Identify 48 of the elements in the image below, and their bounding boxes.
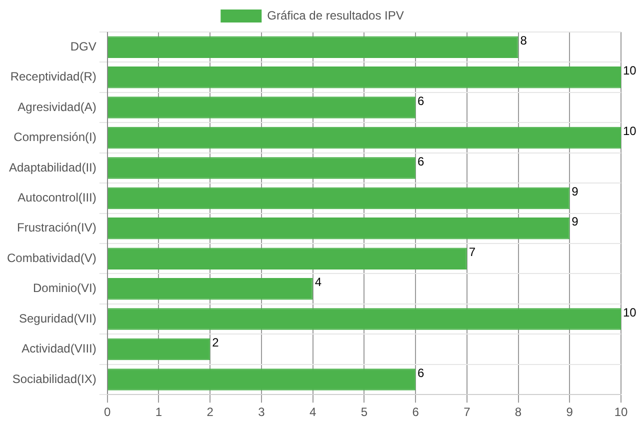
data-label: 7 [468, 244, 476, 259]
bar [108, 187, 570, 210]
y-tick-label: Autocontrol(III) [18, 190, 96, 205]
x-tick-label: 5 [360, 405, 368, 420]
x-tick-label: 6 [412, 405, 420, 420]
y-tick-label: Adaptabilidad(II) [8, 160, 96, 174]
x-tick-label: 1 [155, 405, 162, 420]
y-tick-label: Frustración(IV) [17, 220, 96, 235]
y-tick-label: Receptividad(R) [10, 70, 96, 84]
bar [108, 36, 518, 58]
y-tick-label: DGV [70, 39, 96, 54]
x-tick-label: 8 [514, 405, 522, 420]
y-tick-label: Comprensión(I) [14, 130, 96, 144]
data-label: 10 [623, 124, 637, 138]
x-tick-label: 4 [309, 405, 316, 420]
bar [108, 218, 570, 240]
y-tick-label: Sociabilidad(IX) [12, 372, 96, 386]
data-label: 9 [572, 184, 579, 199]
bar [108, 368, 416, 390]
y-tick-label: Seguridad(VII) [18, 311, 96, 326]
x-tick-label: 9 [566, 405, 574, 420]
y-tick-label: Agresividad(A) [18, 100, 96, 114]
legend-label: Gráfica de resultados IPV [267, 8, 404, 22]
data-label: 9 [572, 214, 579, 229]
y-tick-label: Dominio(VI) [33, 281, 96, 296]
x-tick-label: 7 [464, 405, 471, 420]
y-tick-label: Combatividad(V) [6, 250, 96, 265]
data-label: 2 [212, 336, 220, 350]
bar [108, 278, 313, 300]
x-tick-label: 2 [206, 405, 214, 420]
bar [108, 308, 621, 330]
bar [108, 157, 416, 179]
x-tick-label: 0 [104, 405, 112, 420]
data-label: 8 [520, 33, 528, 48]
data-label: 6 [418, 94, 425, 108]
data-label: 4 [314, 275, 322, 290]
data-label: 6 [418, 154, 425, 168]
x-tick-label: 10 [614, 405, 628, 420]
bar [108, 338, 210, 360]
bar [108, 248, 467, 270]
y-tick-label: Actividad(VIII) [22, 342, 96, 356]
bar [108, 126, 621, 149]
x-tick-label: 3 [258, 405, 266, 420]
bar [108, 66, 621, 88]
bar [108, 96, 416, 118]
data-label: 6 [418, 366, 425, 380]
data-label: 10 [623, 64, 637, 78]
data-label: 10 [623, 305, 637, 320]
